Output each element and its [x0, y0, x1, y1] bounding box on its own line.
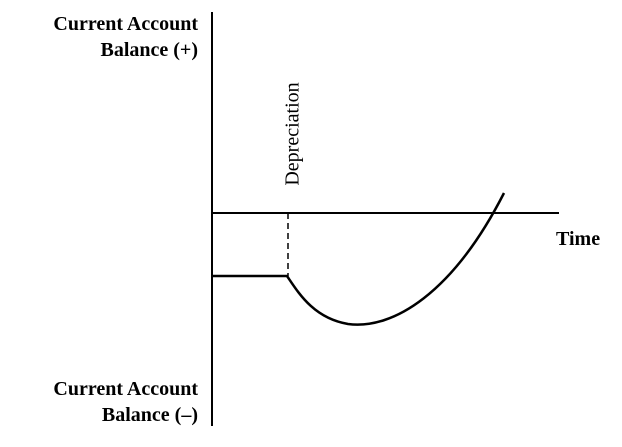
y-axis-label-negative-line2: Balance (–)	[101, 404, 198, 426]
y-axis-label-positive: Current Account Balance (+)	[53, 11, 198, 63]
depreciation-label: Depreciation	[281, 82, 304, 186]
y-axis-label-positive-line1: Current Account	[53, 13, 198, 35]
y-axis-label-negative-line1: Current Account	[53, 378, 198, 400]
y-axis-label-negative: Current Account Balance (–)	[53, 376, 198, 428]
y-axis-label-positive-line2: Balance (+)	[100, 39, 199, 61]
time-axis-label: Time	[556, 228, 601, 250]
current-account-curve	[212, 192, 506, 326]
